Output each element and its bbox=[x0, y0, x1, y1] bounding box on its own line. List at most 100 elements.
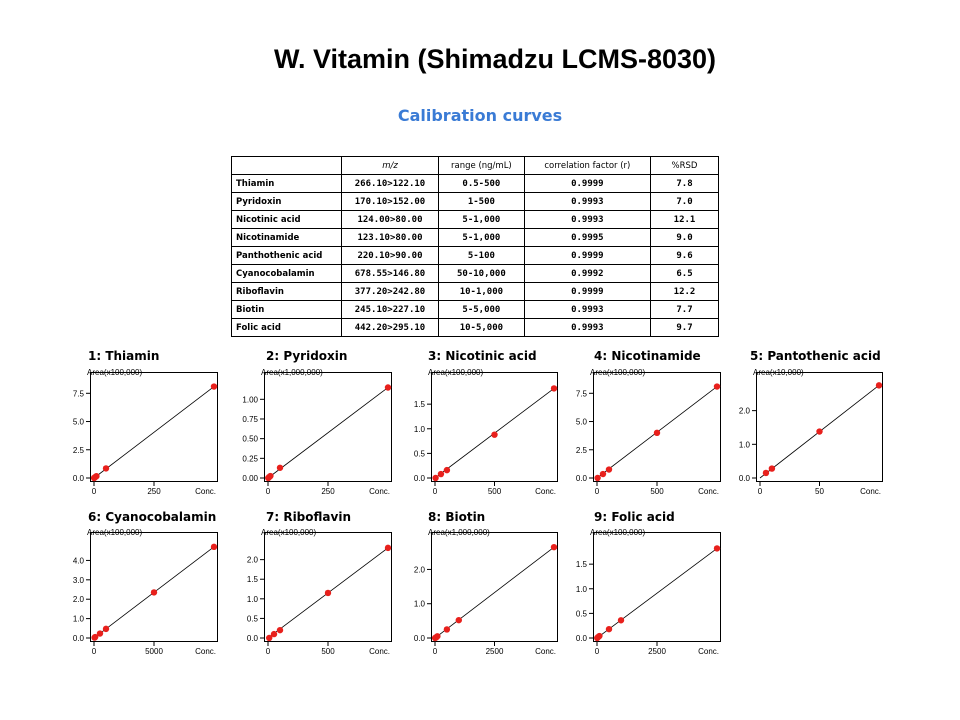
y-tick-label: 1.5 bbox=[576, 560, 588, 569]
data-point bbox=[762, 469, 770, 477]
table-cell: 9.6 bbox=[650, 246, 719, 265]
table-cell: 123.10>80.00 bbox=[340, 228, 440, 247]
x-axis-unit-label: Conc. bbox=[195, 647, 216, 656]
compound-name-cell: Pyridoxin bbox=[231, 192, 342, 211]
table-row: Pyridoxin 170.10>152.00 1-500 0.9993 7.0 bbox=[231, 192, 719, 211]
y-axis-unit-label: Area(x100,000) bbox=[590, 528, 645, 537]
plot-label: 8: Biotin bbox=[428, 510, 486, 524]
x-tick-label: 0 bbox=[595, 487, 600, 496]
data-point bbox=[443, 466, 451, 474]
x-tick-label: 0 bbox=[433, 647, 438, 656]
data-point bbox=[270, 630, 278, 638]
x-tick-label: 500 bbox=[321, 647, 335, 656]
table-row: Nicotinamide 123.10>80.00 5-1,000 0.9995 9.0 bbox=[231, 228, 719, 247]
y-axis-unit-label: Area(x10,000) bbox=[753, 368, 804, 377]
table-cell: 245.10>227.10 bbox=[340, 300, 440, 319]
data-point bbox=[210, 543, 218, 551]
compound-name-cell: Nicotinic acid bbox=[231, 210, 342, 229]
data-point bbox=[96, 630, 104, 637]
table-cell: 9.0 bbox=[650, 228, 719, 247]
calibration-plot: Area(x100,000) 0.0 0.5 1.0 1.5 0 2500 Conc. bbox=[576, 528, 721, 656]
data-point bbox=[434, 633, 441, 640]
data-point bbox=[276, 464, 284, 471]
calibration-table: m/z range (ng/mL) correlation factor (r) %R… bbox=[231, 156, 719, 337]
compound-name-cell: Cyanocobalamin bbox=[231, 264, 342, 283]
x-tick-label: 250 bbox=[147, 487, 161, 496]
table-cell: 0.9993 bbox=[523, 300, 652, 319]
table-cell: 678.55>146.80 bbox=[340, 264, 440, 283]
data-point bbox=[266, 634, 273, 642]
data-point bbox=[816, 428, 823, 435]
data-point bbox=[596, 632, 603, 640]
data-point bbox=[432, 474, 439, 482]
y-tick-label: 3.0 bbox=[73, 576, 85, 585]
plot-frame bbox=[264, 532, 392, 642]
y-tick-label: 2.0 bbox=[73, 595, 85, 604]
table-row: Folic acid 442.20>295.10 10-5,000 0.9993 9.7 bbox=[231, 318, 719, 337]
y-tick-label: 2.0 bbox=[247, 556, 259, 565]
table-cell: 7.0 bbox=[650, 192, 719, 211]
y-tick-label: 0.0 bbox=[247, 634, 259, 643]
plot-frame bbox=[90, 532, 218, 642]
table-cell: 12.1 bbox=[650, 210, 719, 229]
data-point bbox=[605, 625, 613, 633]
table-row: Nicotinic acid 124.00>80.00 5-1,000 0.9993 1… bbox=[231, 210, 719, 229]
y-tick-label: 1.0 bbox=[414, 600, 426, 609]
y-tick-label: 0.5 bbox=[576, 609, 588, 618]
x-tick-label: 0 bbox=[266, 487, 271, 496]
y-tick-label: 0.50 bbox=[242, 435, 258, 444]
y-tick-label: 0.75 bbox=[242, 415, 258, 424]
y-tick-label: 1.0 bbox=[414, 425, 426, 434]
table-header-cell: correlation factor (r) bbox=[523, 156, 652, 175]
data-point bbox=[92, 633, 99, 641]
plot-frame bbox=[593, 372, 721, 482]
table-cell: 5-1,000 bbox=[438, 210, 525, 229]
y-tick-label: 0.0 bbox=[739, 474, 751, 483]
y-tick-label: 0.00 bbox=[242, 474, 258, 483]
y-tick-label: 1.0 bbox=[739, 440, 751, 449]
data-point bbox=[653, 429, 661, 437]
x-tick-label: 0 bbox=[758, 487, 763, 496]
table-header-cell: range (ng/mL) bbox=[438, 156, 525, 175]
data-point bbox=[550, 385, 558, 392]
y-tick-label: 4.0 bbox=[73, 556, 85, 565]
table-row: Cyanocobalamin 678.55>146.80 50-10,000 0.99… bbox=[231, 264, 719, 283]
y-tick-label: 1.00 bbox=[242, 395, 258, 404]
table-cell: 6.5 bbox=[650, 264, 719, 283]
table-cell: 0.9995 bbox=[523, 228, 652, 247]
table-cell: 0.9999 bbox=[523, 246, 652, 265]
x-tick-label: 2500 bbox=[648, 647, 666, 656]
calibration-plot: Area(x100,000) 0.0 1.0 2.0 3.0 4.0 0 5000 Conc. bbox=[73, 528, 218, 656]
data-point bbox=[102, 625, 110, 633]
fit-line bbox=[93, 386, 215, 479]
page-title: W. Vitamin (Shimadzu LCMS-8030) bbox=[273, 44, 717, 74]
data-point bbox=[150, 589, 158, 596]
table-cell: 124.00>80.00 bbox=[340, 210, 440, 229]
x-tick-label: 0 bbox=[595, 647, 600, 656]
calibration-plot: Area(x100,000) 0.0 2.5 5.0 7.5 0 500 Conc. bbox=[576, 368, 721, 496]
table-row: Biotin 245.10>227.10 5-5,000 0.9993 7.7 bbox=[231, 300, 719, 319]
x-tick-label: 0 bbox=[92, 487, 97, 496]
plot-label: 6: Cyanocobalamin bbox=[88, 510, 217, 524]
y-axis-unit-label: Area(x100,000) bbox=[87, 528, 142, 537]
compound-name-cell: Panthothenic acid bbox=[231, 246, 342, 265]
y-axis-unit-label: Area(x1,000,000) bbox=[428, 528, 490, 537]
table-cell: 5-1,000 bbox=[438, 228, 525, 247]
table-cell: 9.7 bbox=[650, 318, 719, 337]
plot-frame bbox=[593, 532, 721, 642]
data-point bbox=[605, 466, 613, 473]
table-cell: 266.10>122.10 bbox=[340, 174, 440, 193]
x-tick-label: 500 bbox=[488, 487, 502, 496]
table-cell: 170.10>152.00 bbox=[340, 192, 440, 211]
calibration-plot: Area(x10,000) 0.0 1.0 2.0 0 50 Conc. bbox=[739, 368, 883, 496]
data-point bbox=[455, 616, 462, 624]
x-tick-label: 50 bbox=[815, 487, 824, 496]
table-cell: 7.8 bbox=[650, 174, 719, 193]
data-point bbox=[384, 384, 392, 391]
compound-name-cell: Riboflavin bbox=[231, 282, 342, 301]
table-cell: 0.5-500 bbox=[438, 174, 525, 193]
y-tick-label: 0.0 bbox=[576, 634, 588, 643]
y-tick-label: 1.5 bbox=[414, 400, 426, 409]
y-tick-label: 1.0 bbox=[576, 585, 588, 594]
table-cell: 0.9993 bbox=[523, 318, 652, 337]
